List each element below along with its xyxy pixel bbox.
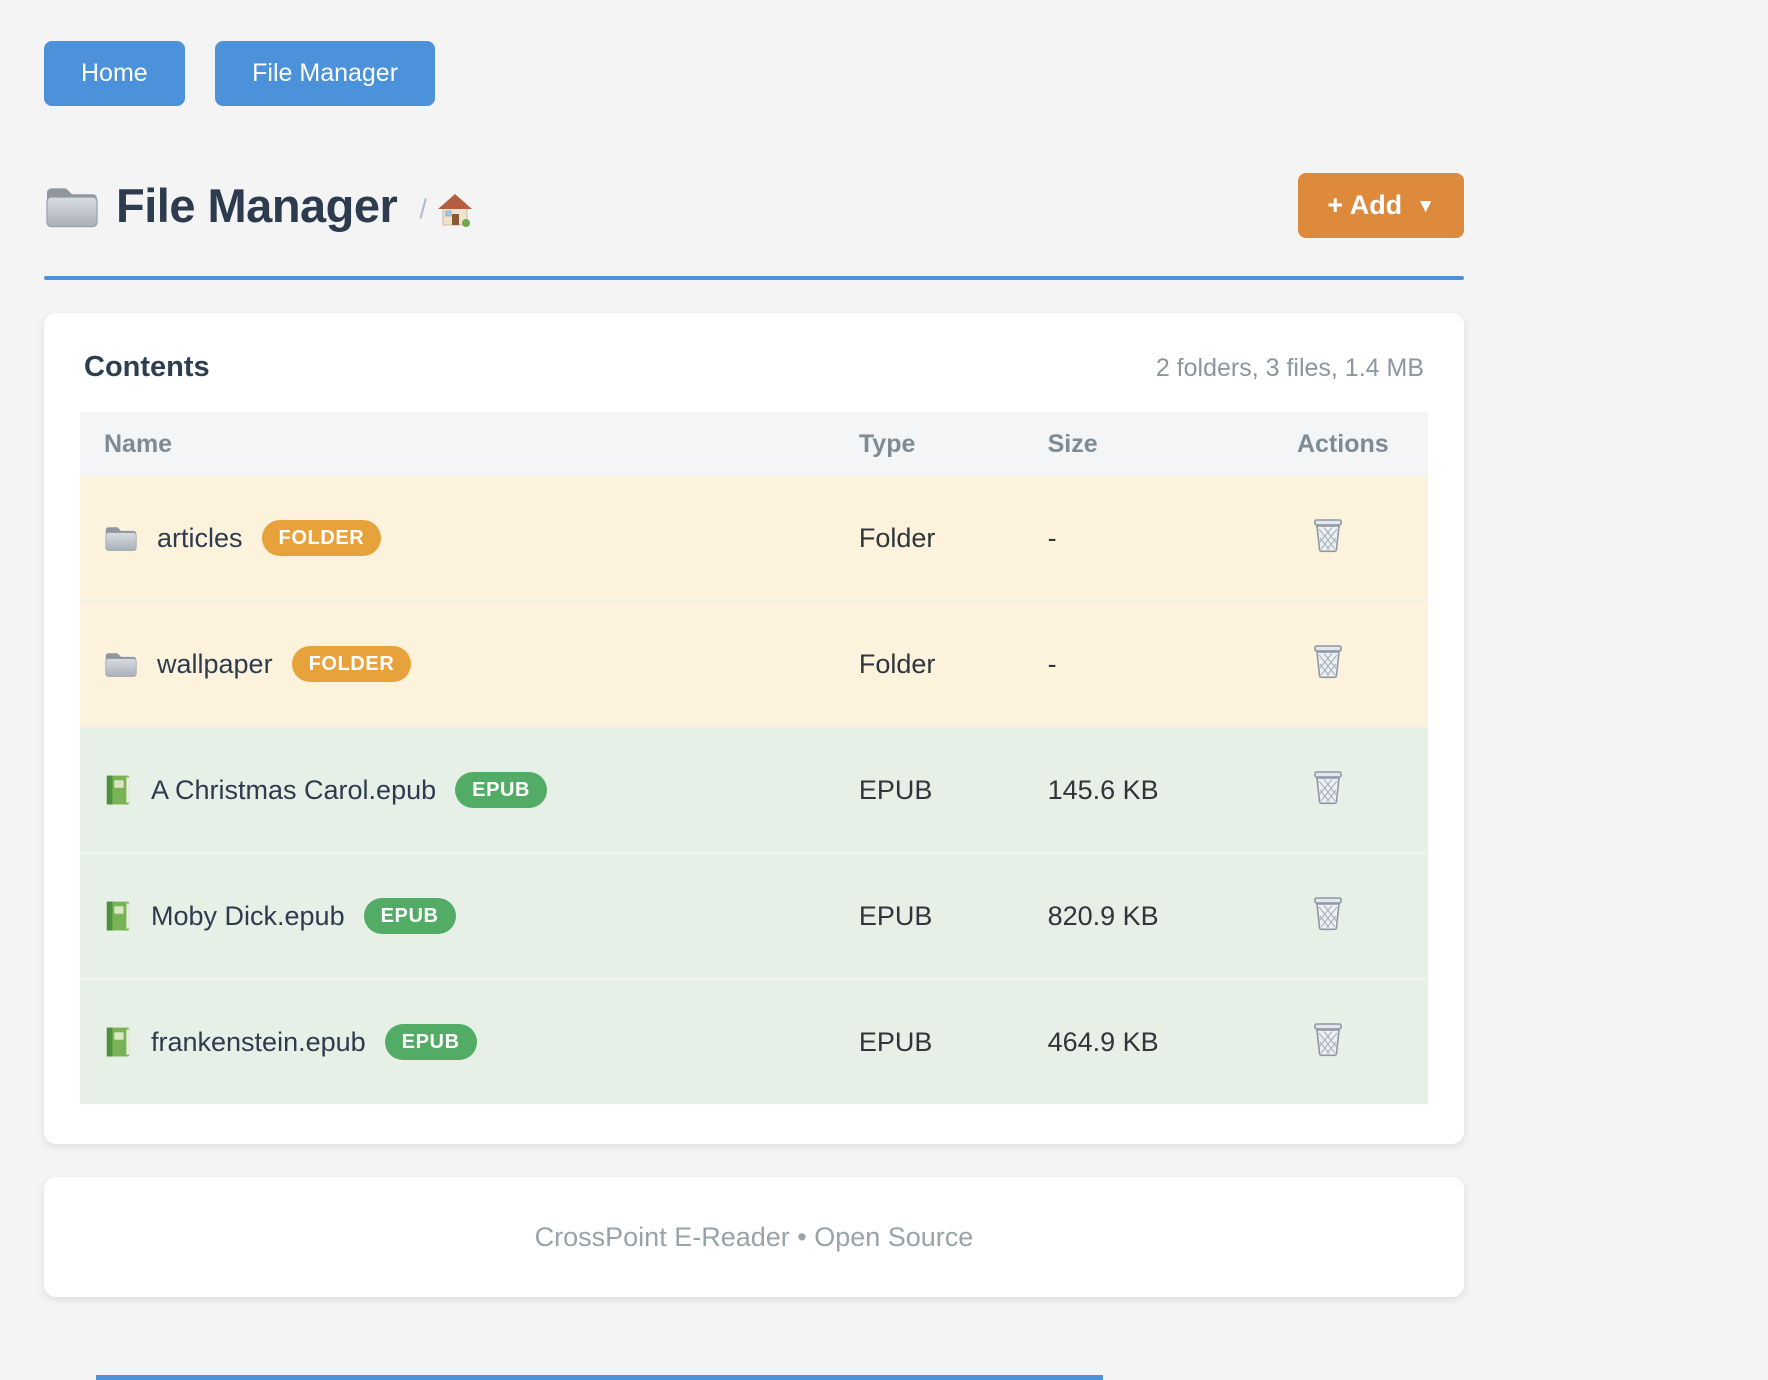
file-size: -: [1047, 648, 1057, 679]
table-row: A Christmas Carol.epub EPUB EPUB 145.6 K…: [80, 727, 1428, 853]
file-link[interactable]: frankenstein.epub EPUB: [104, 1024, 811, 1060]
contents-title: Contents: [84, 351, 210, 383]
file-type: EPUB: [858, 900, 933, 931]
footer-text: CrossPoint E-Reader • Open Source: [534, 1221, 974, 1252]
file-name: articles: [157, 522, 243, 553]
add-button[interactable]: + Add ▼: [1298, 173, 1464, 238]
file-name: Moby Dick.epub: [151, 900, 345, 931]
delete-button[interactable]: [1311, 643, 1345, 679]
house-icon[interactable]: [437, 193, 473, 227]
file-link[interactable]: Moby Dick.epub EPUB: [104, 898, 811, 934]
type-badge: FOLDER: [291, 646, 412, 682]
table-row: wallpaper FOLDER Folder -: [80, 601, 1428, 727]
book-icon: [104, 1026, 132, 1059]
file-size: 464.9 KB: [1047, 1026, 1159, 1057]
file-size: 145.6 KB: [1047, 774, 1159, 805]
trash-icon: [1311, 1021, 1345, 1057]
file-size: 820.9 KB: [1047, 900, 1159, 931]
col-header-actions: Actions: [1272, 412, 1428, 476]
header-divider: [44, 276, 1464, 280]
file-name: wallpaper: [157, 648, 273, 679]
type-badge: EPUB: [384, 1024, 477, 1060]
delete-button[interactable]: [1311, 1021, 1345, 1057]
footer: CrossPoint E-Reader • Open Source: [44, 1177, 1464, 1297]
col-header-name: Name: [80, 412, 835, 476]
trash-icon: [1311, 895, 1345, 931]
col-header-size: Size: [1023, 412, 1273, 476]
folder-icon: [44, 182, 100, 230]
file-name: frankenstein.epub: [151, 1026, 366, 1057]
type-badge: EPUB: [363, 898, 456, 934]
type-badge: FOLDER: [261, 520, 382, 556]
file-type: Folder: [858, 648, 936, 679]
file-link[interactable]: A Christmas Carol.epub EPUB: [104, 772, 811, 808]
table-row: frankenstein.epub EPUB EPUB 464.9 KB: [80, 979, 1428, 1104]
file-link[interactable]: articles FOLDER: [104, 520, 811, 556]
files-table: Name Type Size Actions articles FOLDER: [80, 412, 1428, 1104]
caret-down-icon: ▼: [1416, 195, 1435, 217]
file-name: A Christmas Carol.epub: [151, 774, 437, 805]
file-type: EPUB: [858, 1026, 933, 1057]
delete-button[interactable]: [1311, 769, 1345, 805]
nav-file-manager-button[interactable]: File Manager: [215, 41, 436, 106]
trash-icon: [1311, 517, 1345, 553]
file-size: -: [1047, 522, 1057, 553]
table-header-row: Name Type Size Actions: [80, 412, 1428, 476]
page-container: Home File Manager File Manager / + Add ▼…: [44, 41, 1464, 1297]
file-type: Folder: [858, 522, 936, 553]
page-header: File Manager / + Add ▼: [44, 173, 1464, 238]
page-title: File Manager: [116, 179, 398, 232]
title-group: File Manager /: [44, 178, 473, 233]
add-button-label: + Add: [1327, 190, 1403, 220]
folder-icon: [104, 649, 138, 679]
trash-icon: [1311, 769, 1345, 805]
bottom-accent-bar: [96, 1375, 1103, 1380]
type-badge: EPUB: [455, 772, 548, 808]
trash-icon: [1311, 643, 1345, 679]
delete-button[interactable]: [1311, 895, 1345, 931]
delete-button[interactable]: [1311, 517, 1345, 553]
col-header-type: Type: [834, 412, 1024, 476]
table-row: articles FOLDER Folder -: [80, 476, 1428, 601]
book-icon: [104, 900, 132, 933]
breadcrumb-separator: /: [419, 194, 427, 224]
folder-icon: [104, 523, 138, 553]
contents-card: Contents 2 folders, 3 files, 1.4 MB Name…: [44, 313, 1464, 1144]
contents-summary: 2 folders, 3 files, 1.4 MB: [1155, 354, 1424, 382]
top-nav: Home File Manager: [44, 41, 1464, 106]
file-type: EPUB: [858, 774, 933, 805]
nav-home-button[interactable]: Home: [44, 41, 185, 106]
table-row: Moby Dick.epub EPUB EPUB 820.9 KB: [80, 853, 1428, 979]
contents-card-header: Contents 2 folders, 3 files, 1.4 MB: [80, 351, 1428, 384]
file-link[interactable]: wallpaper FOLDER: [104, 646, 811, 682]
book-icon: [104, 774, 132, 807]
